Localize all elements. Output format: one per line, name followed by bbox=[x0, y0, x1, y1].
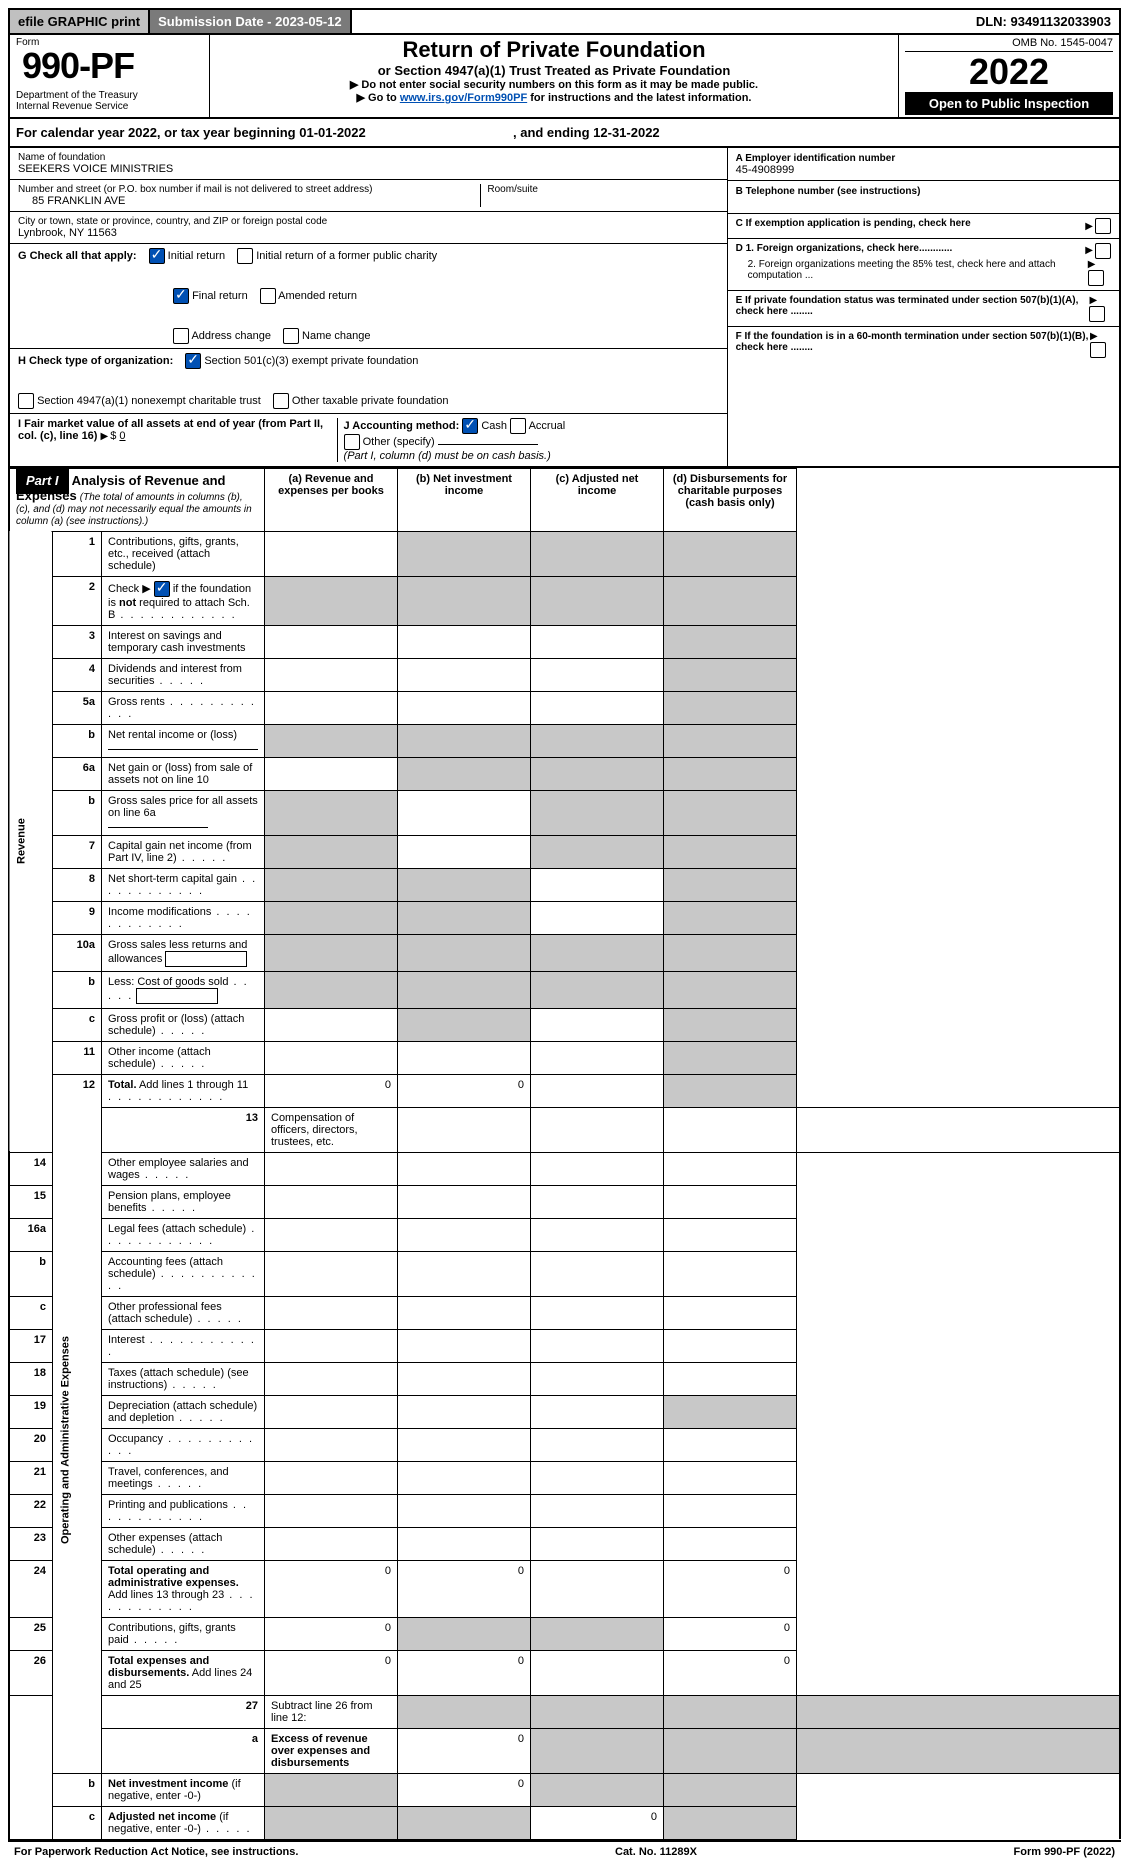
row-6a: Net gain or (loss) from sale of assets n… bbox=[102, 757, 265, 790]
h-label: H Check type of organization: bbox=[18, 355, 173, 367]
row-25: Contributions, gifts, grants paid bbox=[102, 1617, 265, 1650]
col-c: (c) Adjusted net income bbox=[531, 468, 664, 531]
d1-label: D 1. Foreign organizations, check here..… bbox=[736, 243, 953, 259]
row-27a: Excess of revenue over expenses and disb… bbox=[265, 1728, 398, 1773]
row-10c: Gross profit or (loss) (attach schedule) bbox=[102, 1008, 265, 1041]
address: 85 FRANKLIN AVE bbox=[18, 195, 480, 207]
row-24: Total operating and administrative expen… bbox=[102, 1560, 265, 1617]
row-5a: Gross rents bbox=[102, 691, 265, 724]
checkbox-name-change[interactable] bbox=[283, 328, 299, 344]
checkbox-other-method[interactable] bbox=[344, 434, 360, 450]
checkbox-addr-change[interactable] bbox=[173, 328, 189, 344]
row-6b: Gross sales price for all assets on line… bbox=[102, 790, 265, 835]
checkbox-final[interactable] bbox=[173, 288, 189, 304]
checkbox-schb[interactable] bbox=[154, 581, 170, 597]
row-23: Other expenses (attach schedule) bbox=[102, 1527, 265, 1560]
row-3: Interest on savings and temporary cash i… bbox=[102, 625, 265, 658]
row-8: Net short-term capital gain bbox=[102, 868, 265, 901]
col-b: (b) Net investment income bbox=[398, 468, 531, 531]
c-label: C If exemption application is pending, c… bbox=[736, 218, 971, 234]
checkbox-c[interactable] bbox=[1095, 218, 1111, 234]
row-19: Depreciation (attach schedule) and deple… bbox=[102, 1395, 265, 1428]
row-15: Pension plans, employee benefits bbox=[102, 1185, 265, 1218]
side-expenses: Operating and Administrative Expenses bbox=[53, 1107, 102, 1773]
col-a: (a) Revenue and expenses per books bbox=[265, 468, 398, 531]
checkbox-d1[interactable] bbox=[1095, 243, 1111, 259]
row-14: Other employee salaries and wages bbox=[102, 1152, 265, 1185]
row-9: Income modifications bbox=[102, 901, 265, 934]
city-label: City or town, state or province, country… bbox=[18, 216, 719, 227]
efile-print-button[interactable]: efile GRAPHIC print bbox=[10, 10, 150, 33]
row-2: Check ▶ if the foundation is not require… bbox=[102, 576, 265, 625]
addr-label: Number and street (or P.O. box number if… bbox=[18, 184, 480, 195]
instr-link: ▶ Go to www.irs.gov/Form990PF for instru… bbox=[216, 91, 892, 104]
open-inspection: Open to Public Inspection bbox=[905, 92, 1113, 115]
row-22: Printing and publications bbox=[102, 1494, 265, 1527]
omb: OMB No. 1545-0047 bbox=[905, 37, 1113, 52]
checkbox-cash[interactable] bbox=[462, 418, 478, 434]
row-27: Subtract line 26 from line 12: bbox=[265, 1695, 398, 1728]
room-label: Room/suite bbox=[487, 184, 718, 195]
row-17: Interest bbox=[102, 1329, 265, 1362]
i-label: I Fair market value of all assets at end… bbox=[18, 418, 323, 442]
b-phone-label: B Telephone number (see instructions) bbox=[736, 186, 921, 197]
ein: 45-4908999 bbox=[736, 164, 795, 176]
submission-date: Submission Date - 2023-05-12 bbox=[150, 10, 352, 33]
checkbox-accrual[interactable] bbox=[510, 418, 526, 434]
j-label: J Accounting method: bbox=[344, 420, 460, 432]
row-12: Total. Add lines 1 through 11 bbox=[102, 1074, 265, 1107]
row-20: Occupancy bbox=[102, 1428, 265, 1461]
j-note: (Part I, column (d) must be on cash basi… bbox=[344, 450, 551, 462]
checkbox-f[interactable] bbox=[1090, 342, 1106, 358]
dept: Department of the Treasury bbox=[16, 90, 203, 101]
row-18: Taxes (attach schedule) (see instruction… bbox=[102, 1362, 265, 1395]
footer-cat: Cat. No. 11289X bbox=[615, 1846, 697, 1858]
checkbox-other-taxable[interactable] bbox=[273, 393, 289, 409]
row-10b: Less: Cost of goods sold bbox=[102, 971, 265, 1008]
row-16c: Other professional fees (attach schedule… bbox=[102, 1296, 265, 1329]
checkbox-amended[interactable] bbox=[260, 288, 276, 304]
irs-link[interactable]: www.irs.gov/Form990PF bbox=[400, 92, 527, 104]
side-revenue: Revenue bbox=[9, 531, 53, 1152]
footer-form: Form 990-PF (2022) bbox=[1014, 1846, 1116, 1858]
name-label: Name of foundation bbox=[18, 152, 719, 163]
row-10a: Gross sales less returns and allowances bbox=[102, 934, 265, 971]
instr-ssn: ▶ Do not enter social security numbers o… bbox=[216, 78, 892, 91]
row-27c: Adjusted net income (if negative, enter … bbox=[102, 1806, 265, 1839]
row-13: Compensation of officers, directors, tru… bbox=[265, 1107, 398, 1152]
footer-left: For Paperwork Reduction Act Notice, see … bbox=[14, 1846, 298, 1858]
city: Lynbrook, NY 11563 bbox=[18, 227, 719, 239]
row-5b: Net rental income or (loss) bbox=[102, 724, 265, 757]
checkbox-501c3[interactable] bbox=[185, 353, 201, 369]
form-number: 990-PF bbox=[16, 48, 203, 90]
checkbox-4947[interactable] bbox=[18, 393, 34, 409]
row-11: Other income (attach schedule) bbox=[102, 1041, 265, 1074]
dln: DLN: 93491132033903 bbox=[968, 10, 1119, 33]
a-ein-label: A Employer identification number bbox=[736, 153, 896, 164]
tax-year: 2022 bbox=[905, 52, 1113, 92]
form-subtitle: or Section 4947(a)(1) Trust Treated as P… bbox=[216, 63, 892, 78]
g-label: G Check all that apply: bbox=[18, 250, 137, 262]
irs: Internal Revenue Service bbox=[16, 101, 203, 112]
row-1: Contributions, gifts, grants, etc., rece… bbox=[102, 531, 265, 576]
row-21: Travel, conferences, and meetings bbox=[102, 1461, 265, 1494]
checkbox-initial[interactable] bbox=[149, 248, 165, 264]
calendar-year-line: For calendar year 2022, or tax year begi… bbox=[8, 119, 1121, 148]
row-7: Capital gain net income (from Part IV, l… bbox=[102, 835, 265, 868]
f-label: F If the foundation is in a 60-month ter… bbox=[736, 331, 1090, 358]
e-label: E If private foundation status was termi… bbox=[736, 295, 1090, 322]
row-4: Dividends and interest from securities bbox=[102, 658, 265, 691]
row-16a: Legal fees (attach schedule) bbox=[102, 1218, 265, 1251]
checkbox-e[interactable] bbox=[1089, 306, 1105, 322]
foundation-name: SEEKERS VOICE MINISTRIES bbox=[18, 163, 719, 175]
col-d: (d) Disbursements for charitable purpose… bbox=[664, 468, 797, 531]
row-27b: Net investment income (if negative, ente… bbox=[102, 1773, 265, 1806]
checkbox-d2[interactable] bbox=[1088, 270, 1104, 286]
checkbox-initial-former[interactable] bbox=[237, 248, 253, 264]
form-title: Return of Private Foundation bbox=[216, 37, 892, 63]
row-16b: Accounting fees (attach schedule) bbox=[102, 1251, 265, 1296]
row-26: Total expenses and disbursements. Add li… bbox=[102, 1650, 265, 1695]
d2-label: 2. Foreign organizations meeting the 85%… bbox=[748, 259, 1088, 286]
i-fmv-value: 0 bbox=[119, 430, 125, 442]
